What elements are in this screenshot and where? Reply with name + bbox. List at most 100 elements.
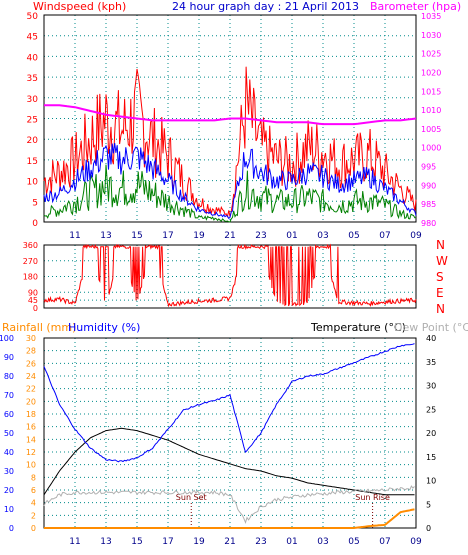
rainfall-tick-label: 22 [26,385,36,394]
barometer-tick-label: 1020 [421,68,441,77]
series-temperature [43,427,415,496]
humidity-tick-label: 50 [4,429,14,438]
temperature-tick-label: 25 [426,405,436,414]
direction-tick-label: 45 [28,296,38,305]
x-label-top: 21 [224,231,235,241]
rainfall-tick-label: 16 [26,423,36,432]
wind-tick-label: 20 [27,136,39,146]
temperature-tick-label: 30 [426,382,436,391]
wind-series-average [43,143,417,220]
barometer-line [44,104,417,126]
barometer-tick-label: 1035 [421,12,441,21]
barometer-tick-label: 1025 [421,50,441,59]
barometer-tick-label: 1000 [421,144,441,153]
wind-tick-label: 45 [27,33,38,43]
temperature-tick-label: 20 [426,429,436,438]
x-label-top: 05 [348,231,359,241]
rainfall-tick-label: 30 [26,334,36,343]
x-label-bottom: 15 [131,537,142,547]
wind-series-low [43,164,416,223]
humidity-tick-label: 10 [4,505,14,514]
rainfall-tick-label: 6 [31,486,36,495]
direction-tick-label: 270 [23,257,38,266]
x-label-bottom: 09 [410,537,422,547]
rainfall-axis-label: Rainfall (mm) [2,321,76,334]
compass-letter-w: W [436,254,448,268]
humidity-tick-label: 60 [4,410,14,419]
direction-tick-label: 180 [23,273,38,282]
x-label-bottom: 05 [348,537,359,547]
rainfall-tick-label: 28 [26,347,36,356]
rainfall-tick-label: 14 [26,435,36,444]
temperature-tick-label: 35 [426,358,436,367]
rainfall-tick-label: 20 [26,397,36,406]
direction-plot-frame [43,244,417,309]
rainfall-tick-label: 2 [31,511,36,520]
rainfall-tick-label: 0 [31,524,36,533]
wind-tick-label: 0 [32,219,38,229]
barometer-tick-label: 985 [421,200,436,209]
compass-letter-e: E [436,286,444,300]
x-label-top: 09 [410,231,422,241]
sunrise-label: Sun Rise [355,493,390,502]
temperature-axis-label: Temperature (°C) [310,321,406,334]
x-label-top: 03 [317,231,328,241]
rainfall-tick-label: 24 [26,372,36,381]
temperature-tick-label: 15 [426,453,436,462]
humidity-tick-label: 30 [4,467,14,476]
temperature-tick-label: 0 [426,524,431,533]
x-label-top: 07 [379,231,390,241]
direction-tick-label: 360 [23,241,38,250]
wind-tick-label: 40 [27,53,39,63]
dewpoint-axis-label: Dew Point (°C) [394,321,468,334]
series-rainfall [44,508,415,529]
windspeed-axis-label: Windspeed (kph) [33,0,126,13]
wind-tick-label: 10 [27,178,39,188]
rainfall-tick-label: 10 [26,461,36,470]
rainfall-tick-label: 18 [26,410,36,419]
x-label-bottom: 17 [162,537,173,547]
x-label-bottom: 07 [379,537,390,547]
humidity-tick-label: 20 [4,486,14,495]
wind-direction-line [43,243,417,308]
humidity-tick-label: 70 [4,391,14,400]
barometer-tick-label: 995 [421,163,436,172]
barometer-tick-label: 1005 [421,125,441,134]
rainfall-tick-label: 26 [26,359,36,368]
x-label-bottom: 23 [255,537,266,547]
x-label-bottom: 03 [317,537,328,547]
wind-tick-label: 30 [27,95,39,105]
x-label-bottom: 19 [193,537,205,547]
x-label-bottom: 21 [224,537,235,547]
wind-series-gust [43,66,417,219]
wind-tick-label: 25 [27,116,38,126]
series-humidity [43,343,415,463]
sunset-label: Sun Set [176,493,207,502]
rainfall-tick-label: 12 [26,448,36,457]
wind-barometer-panel: 0510152025303540455098098599099510001005… [27,12,442,229]
barometer-tick-label: 1015 [421,87,441,96]
compass-letter-n: N [436,238,445,252]
x-axis-labels: 11 11 13 13 15 15 17 17 19 19 21 21 23 23 01 01 03 03 05 05… [69,231,422,547]
humidity-tick-label: 100 [0,334,14,343]
temperature-tick-label: 10 [426,477,436,486]
barometer-axis-label: Barometer (hpa) [370,0,461,13]
temperature-tick-label: 40 [426,334,436,343]
x-label-top: 15 [131,231,142,241]
wind-tick-label: 50 [27,12,39,22]
barometer-tick-label: 1030 [421,31,441,40]
humidity-tick-label: 90 [4,353,14,362]
x-label-top: 17 [162,231,173,241]
x-label-top: 11 [69,231,80,241]
x-label-top: 23 [255,231,266,241]
x-label-top: 19 [193,231,205,241]
x-label-top: 13 [100,231,111,241]
x-label-bottom: 13 [100,537,111,547]
direction-tick-label: 0 [33,304,38,313]
series-dew [43,485,415,524]
temperature-humidity-panel: 0102030405060708090100024681012141618202… [0,334,436,533]
compass-letter-s: S [436,270,444,284]
